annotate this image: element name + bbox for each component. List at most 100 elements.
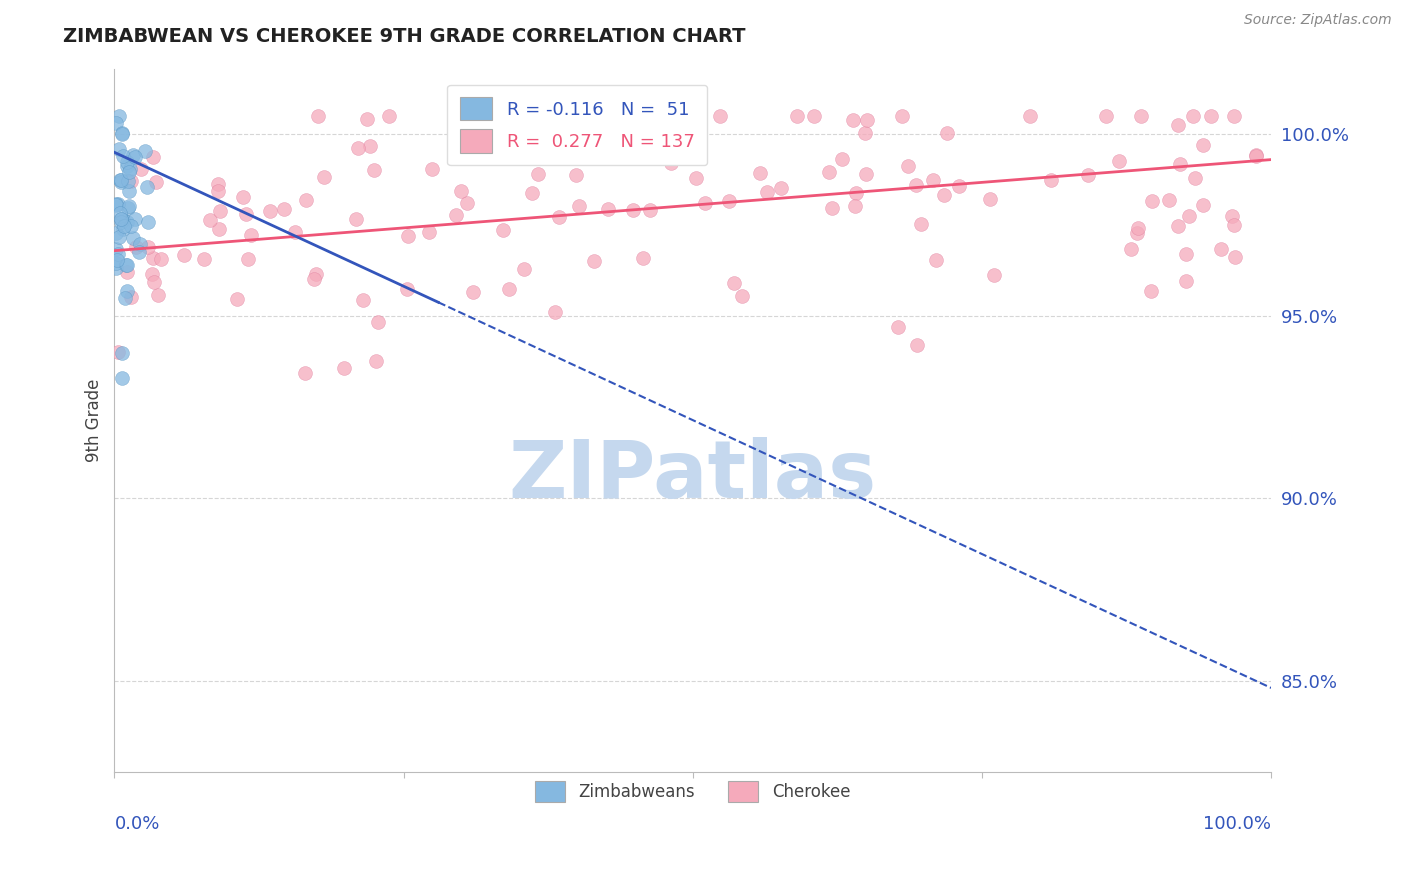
Point [240, 228, 263, 243]
Point [1019, 109, 1042, 123]
Point [786, 109, 808, 123]
Point [1168, 156, 1191, 170]
Point [1126, 221, 1149, 235]
Point [621, 203, 644, 218]
Point [118, 199, 141, 213]
Point [925, 252, 948, 267]
Point [359, 138, 381, 153]
Point [295, 193, 318, 207]
Point [1121, 242, 1143, 256]
Point [173, 248, 195, 262]
Point [935, 126, 957, 140]
Point [121, 231, 143, 245]
Point [890, 109, 912, 123]
Point [1139, 284, 1161, 298]
Point [104, 197, 127, 211]
Point [548, 211, 571, 225]
Point [491, 223, 513, 237]
Point [543, 305, 565, 319]
Point [685, 170, 707, 185]
Point [111, 127, 134, 141]
Point [842, 113, 865, 128]
Point [1126, 226, 1149, 240]
Point [112, 219, 135, 234]
Point [446, 208, 468, 222]
Point [1223, 250, 1246, 264]
Point [456, 195, 478, 210]
Point [769, 180, 792, 194]
Point [1199, 109, 1222, 123]
Point [856, 113, 879, 128]
Point [709, 109, 731, 123]
Point [208, 204, 231, 219]
Point [831, 152, 853, 166]
Point [128, 237, 150, 252]
Point [921, 172, 943, 186]
Y-axis label: 9th Grade: 9th Grade [86, 378, 103, 462]
Point [1191, 137, 1213, 152]
Point [134, 144, 156, 158]
Point [284, 225, 307, 239]
Legend: Zimbabweans, Cherokee: Zimbabweans, Cherokee [529, 774, 858, 809]
Point [681, 128, 703, 143]
Point [314, 169, 336, 184]
Point [494, 125, 516, 139]
Point [905, 178, 928, 192]
Point [145, 175, 167, 189]
Point [1177, 209, 1199, 223]
Point [107, 197, 129, 211]
Point [1246, 149, 1268, 163]
Point [575, 112, 598, 127]
Point [845, 186, 868, 200]
Point [118, 164, 141, 178]
Point [110, 173, 132, 187]
Point [356, 112, 378, 127]
Point [1184, 171, 1206, 186]
Point [1175, 246, 1198, 260]
Point [1220, 209, 1243, 223]
Point [1175, 274, 1198, 288]
Point [143, 275, 166, 289]
Point [366, 354, 388, 368]
Point [1129, 109, 1152, 123]
Point [659, 156, 682, 170]
Point [273, 202, 295, 216]
Point [979, 192, 1001, 206]
Point [207, 177, 229, 191]
Point [120, 174, 142, 188]
Point [115, 259, 138, 273]
Point [104, 261, 127, 276]
Point [120, 161, 142, 176]
Point [1167, 219, 1189, 233]
Point [136, 215, 159, 229]
Point [307, 109, 329, 123]
Point [124, 149, 146, 163]
Point [146, 288, 169, 302]
Point [105, 256, 128, 270]
Point [821, 201, 844, 215]
Point [520, 186, 543, 200]
Point [111, 345, 134, 359]
Point [111, 213, 134, 227]
Point [259, 203, 281, 218]
Point [107, 247, 129, 261]
Point [855, 167, 877, 181]
Point [105, 252, 128, 267]
Point [108, 173, 131, 187]
Point [1140, 194, 1163, 208]
Point [1223, 109, 1246, 123]
Point [110, 371, 132, 385]
Point [1157, 193, 1180, 207]
Point [305, 267, 328, 281]
Point [1077, 169, 1099, 183]
Point [118, 184, 141, 198]
Point [983, 268, 1005, 282]
Point [115, 159, 138, 173]
Point [463, 285, 485, 299]
Point [527, 167, 550, 181]
Point [235, 207, 257, 221]
Point [948, 178, 970, 193]
Point [934, 188, 956, 202]
Point [749, 166, 772, 180]
Point [638, 202, 661, 217]
